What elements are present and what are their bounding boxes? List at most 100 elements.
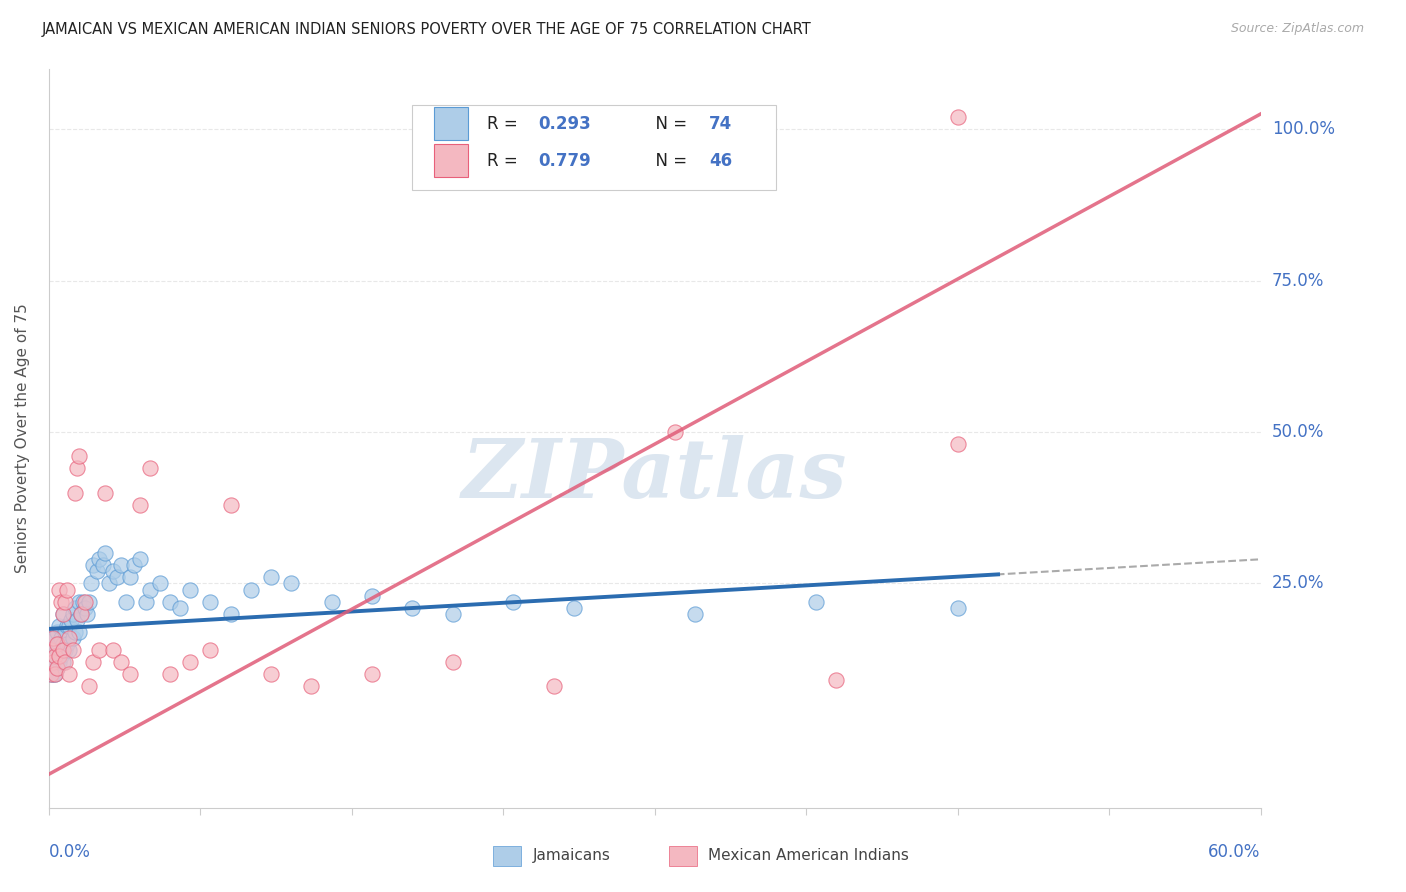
Point bbox=[159, 667, 181, 681]
Text: 25.0%: 25.0% bbox=[1272, 574, 1324, 592]
Point bbox=[321, 594, 343, 608]
Point bbox=[49, 649, 72, 664]
Point bbox=[94, 546, 117, 560]
Point bbox=[683, 607, 706, 621]
Point bbox=[122, 558, 145, 573]
Point bbox=[67, 624, 90, 639]
Point bbox=[543, 680, 565, 694]
Point bbox=[39, 643, 62, 657]
Point bbox=[42, 655, 65, 669]
Point bbox=[946, 110, 969, 124]
Text: N =: N = bbox=[645, 152, 692, 169]
Point bbox=[72, 594, 94, 608]
Point bbox=[52, 655, 75, 669]
Point bbox=[53, 594, 76, 608]
Point bbox=[361, 667, 384, 681]
Text: R =: R = bbox=[488, 152, 523, 169]
Point bbox=[139, 582, 162, 597]
Point bbox=[58, 631, 80, 645]
Point bbox=[82, 655, 104, 669]
Text: Jamaicans: Jamaicans bbox=[533, 848, 610, 863]
Point bbox=[63, 624, 86, 639]
Point bbox=[149, 576, 172, 591]
Point bbox=[39, 643, 62, 657]
Point bbox=[48, 655, 70, 669]
Point bbox=[401, 600, 423, 615]
Point bbox=[58, 619, 80, 633]
Point bbox=[76, 607, 98, 621]
Point bbox=[44, 649, 66, 664]
Point bbox=[114, 594, 136, 608]
Point bbox=[52, 637, 75, 651]
Point bbox=[219, 498, 242, 512]
Point bbox=[562, 600, 585, 615]
Point bbox=[179, 655, 201, 669]
Point bbox=[62, 607, 84, 621]
Point bbox=[63, 485, 86, 500]
Point bbox=[67, 449, 90, 463]
Point bbox=[45, 637, 67, 651]
Text: 0.0%: 0.0% bbox=[49, 843, 90, 862]
Point bbox=[77, 680, 100, 694]
Text: 0.293: 0.293 bbox=[538, 114, 591, 133]
Point bbox=[67, 594, 90, 608]
Text: Mexican American Indians: Mexican American Indians bbox=[709, 848, 910, 863]
Bar bbox=[434, 107, 468, 140]
Point bbox=[80, 576, 103, 591]
Text: R =: R = bbox=[488, 114, 523, 133]
Point bbox=[42, 655, 65, 669]
Text: N =: N = bbox=[645, 114, 692, 133]
Point bbox=[260, 667, 283, 681]
Point bbox=[806, 594, 828, 608]
Point bbox=[44, 631, 66, 645]
Point bbox=[135, 594, 157, 608]
Point bbox=[103, 643, 125, 657]
Bar bbox=[434, 144, 468, 178]
Point bbox=[441, 655, 464, 669]
Point bbox=[502, 594, 524, 608]
Point bbox=[58, 643, 80, 657]
Point bbox=[946, 437, 969, 451]
Point bbox=[52, 607, 75, 621]
Point bbox=[45, 661, 67, 675]
Point bbox=[75, 600, 97, 615]
Point bbox=[200, 594, 222, 608]
Text: 60.0%: 60.0% bbox=[1208, 843, 1261, 862]
Point bbox=[49, 594, 72, 608]
Point bbox=[75, 594, 97, 608]
Text: ZIPatlas: ZIPatlas bbox=[463, 435, 848, 515]
Point bbox=[110, 655, 132, 669]
Point bbox=[45, 643, 67, 657]
Point bbox=[44, 667, 66, 681]
Point bbox=[825, 673, 848, 688]
Point bbox=[260, 570, 283, 584]
Point bbox=[48, 637, 70, 651]
Point bbox=[52, 643, 75, 657]
Point bbox=[58, 667, 80, 681]
Point bbox=[56, 637, 79, 651]
Point bbox=[48, 649, 70, 664]
Text: Source: ZipAtlas.com: Source: ZipAtlas.com bbox=[1230, 22, 1364, 36]
Point bbox=[42, 631, 65, 645]
Point bbox=[128, 498, 150, 512]
Point bbox=[48, 619, 70, 633]
Point bbox=[103, 565, 125, 579]
Point bbox=[56, 619, 79, 633]
Point bbox=[239, 582, 262, 597]
Point bbox=[159, 594, 181, 608]
Point bbox=[62, 631, 84, 645]
Point bbox=[44, 649, 66, 664]
Point bbox=[86, 565, 108, 579]
Point bbox=[89, 552, 111, 566]
Point bbox=[45, 661, 67, 675]
Point bbox=[56, 582, 79, 597]
Point bbox=[53, 624, 76, 639]
Text: 50.0%: 50.0% bbox=[1272, 423, 1324, 441]
Point bbox=[94, 485, 117, 500]
Point bbox=[200, 643, 222, 657]
Text: 0.779: 0.779 bbox=[538, 152, 591, 169]
Point bbox=[48, 582, 70, 597]
Point bbox=[107, 570, 129, 584]
Point bbox=[52, 607, 75, 621]
Point bbox=[59, 613, 82, 627]
